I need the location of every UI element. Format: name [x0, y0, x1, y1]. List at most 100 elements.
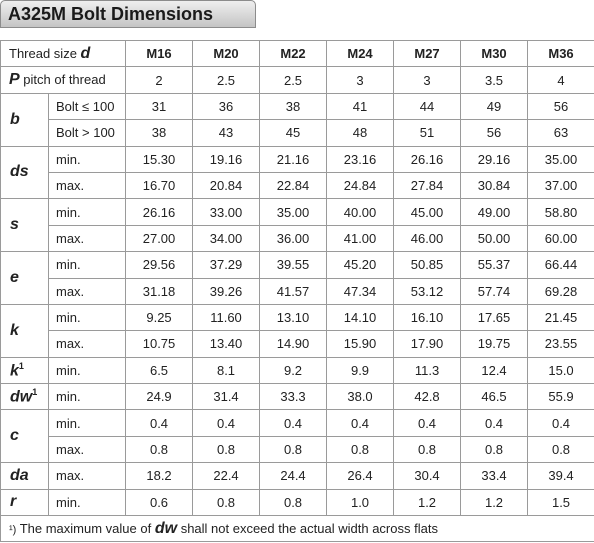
symbol: r — [10, 493, 17, 511]
row-label: min. — [47, 356, 127, 385]
value-cell: 45.00 — [393, 198, 462, 226]
size-header: M30 — [460, 39, 529, 68]
value-cell: 10.75 — [125, 330, 194, 358]
value-cell: 39.4 — [527, 462, 594, 490]
header-row: Thread size d M16 M20 M22 M24 M27 M30 M36 — [0, 39, 594, 68]
value-cell: 36 — [192, 92, 261, 121]
symbol: dw — [10, 388, 33, 406]
row-label: min. — [47, 409, 127, 437]
row-label: max. — [47, 462, 127, 490]
value-cell: 69.28 — [527, 277, 594, 305]
value-cell: 56 — [527, 92, 594, 121]
value-cell: 19.75 — [460, 330, 529, 358]
symbol-cell: e — [0, 251, 49, 305]
value-cell: 12.4 — [460, 356, 529, 385]
value-cell: 47.34 — [326, 277, 395, 305]
row-label: Bolt > 100 — [47, 119, 127, 147]
value-cell: 43 — [192, 119, 261, 147]
footnote-text: The maximum value of — [19, 520, 152, 536]
value-cell: 24.84 — [326, 171, 395, 200]
value-cell: 31.4 — [192, 383, 261, 411]
value-cell: 42.8 — [393, 383, 462, 411]
value-cell: 46.00 — [393, 224, 462, 253]
data-row: e min. 29.56 37.29 39.55 45.20 50.85 55.37 66.44 — [0, 251, 594, 305]
row-label: max. — [47, 171, 127, 200]
symbol-cell: s — [0, 198, 49, 253]
value-cell: 26.4 — [326, 462, 395, 490]
pitch-label: pitch of thread — [23, 72, 106, 88]
value-cell: 0.8 — [259, 435, 328, 464]
bolt-table: Thread size d M16 M20 M22 M24 M27 M30 M36 P pitc… — [0, 39, 594, 543]
value-cell: 0.4 — [393, 409, 462, 437]
value-cell: 40.00 — [326, 198, 395, 226]
title: A325M Bolt Dimensions — [8, 4, 214, 24]
value-cell: 0.4 — [259, 409, 328, 437]
value-cell: 2.5 — [192, 66, 261, 94]
value-cell: 41.00 — [326, 224, 395, 253]
symbol: k — [10, 321, 19, 339]
row-label: min. — [47, 383, 127, 411]
value-cell: 38 — [259, 92, 328, 121]
value-cell: 38.0 — [326, 383, 395, 411]
value-cell: 0.8 — [125, 435, 194, 464]
symbol-superscript: 1 — [18, 360, 24, 371]
value-cell: 31.18 — [125, 277, 194, 305]
value-cell: 33.3 — [259, 383, 328, 411]
footnote-text: shall not exceed the actual width across… — [180, 520, 438, 536]
value-cell: 50.00 — [460, 224, 529, 253]
value-cell: 56 — [460, 119, 529, 147]
value-cell: 16.70 — [125, 171, 194, 200]
row-label: min. — [47, 145, 127, 173]
data-row: max. 0.8 0.8 0.8 0.8 0.8 0.8 0.8 — [1, 435, 594, 464]
value-cell: 1.2 — [460, 488, 529, 517]
row-label: min. — [47, 488, 127, 517]
symbol-cell: r — [0, 488, 49, 517]
table-body: Thread size d M16 M20 M22 M24 M27 M30 M36 P pitc… — [0, 39, 594, 543]
value-cell: 37.00 — [527, 171, 594, 200]
value-cell: 6.5 — [125, 356, 194, 385]
row-label: max. — [47, 330, 127, 358]
value-cell: 53.12 — [393, 277, 462, 305]
value-cell: 24.4 — [259, 462, 328, 490]
value-cell: 23.16 — [326, 145, 395, 173]
data-row: b Bolt ≤ 100 31 36 38 41 44 49 56 — [0, 92, 594, 147]
pitch-row: P pitch of thread 2 2.5 2.5 3 3 3.5 4 — [0, 66, 594, 94]
value-cell: 0.8 — [527, 435, 594, 464]
value-cell: 11.60 — [192, 303, 261, 332]
value-cell: 0.4 — [326, 409, 395, 437]
value-cell: 63 — [527, 119, 594, 147]
value-cell: 3 — [326, 66, 395, 94]
value-cell: 11.3 — [393, 356, 462, 385]
footnote: ¹) The maximum value of dw shall not exc… — [0, 515, 594, 543]
value-cell: 33.4 — [460, 462, 529, 490]
value-cell: 50.85 — [393, 251, 462, 279]
value-cell: 3 — [393, 66, 462, 94]
pitch-symbol: P — [9, 71, 20, 89]
data-row: k min. 9.25 11.60 13.10 14.10 16.10 17.65 21.45 — [0, 303, 594, 358]
value-cell: 13.40 — [192, 330, 261, 358]
symbol: da — [10, 466, 29, 484]
value-cell: 1.0 — [326, 488, 395, 517]
value-cell: 17.90 — [393, 330, 462, 358]
value-cell: 29.56 — [125, 251, 194, 279]
value-cell: 38 — [125, 119, 194, 147]
value-cell: 1.5 — [527, 488, 594, 517]
data-row: r min. 0.6 0.8 0.8 1.0 1.2 1.2 1.5 — [0, 488, 594, 517]
symbol-cell: ds — [0, 145, 49, 200]
value-cell: 27.84 — [393, 171, 462, 200]
value-cell: 57.74 — [460, 277, 529, 305]
row-label: max. — [47, 277, 127, 305]
value-cell: 34.00 — [192, 224, 261, 253]
value-cell: 9.2 — [259, 356, 328, 385]
value-cell: 18.2 — [125, 462, 194, 490]
symbol: e — [10, 269, 19, 287]
value-cell: 24.9 — [125, 383, 194, 411]
data-row: max. 31.18 39.26 41.57 47.34 53.12 57.74 69.28 — [1, 277, 594, 305]
row-label: min. — [47, 251, 127, 279]
value-cell: 55.9 — [527, 383, 594, 411]
value-cell: 0.4 — [527, 409, 594, 437]
footnote-symbol: dw — [154, 519, 178, 537]
value-cell: 49.00 — [460, 198, 529, 226]
value-cell: 23.55 — [527, 330, 594, 358]
symbol-cell: k1 — [0, 356, 49, 385]
